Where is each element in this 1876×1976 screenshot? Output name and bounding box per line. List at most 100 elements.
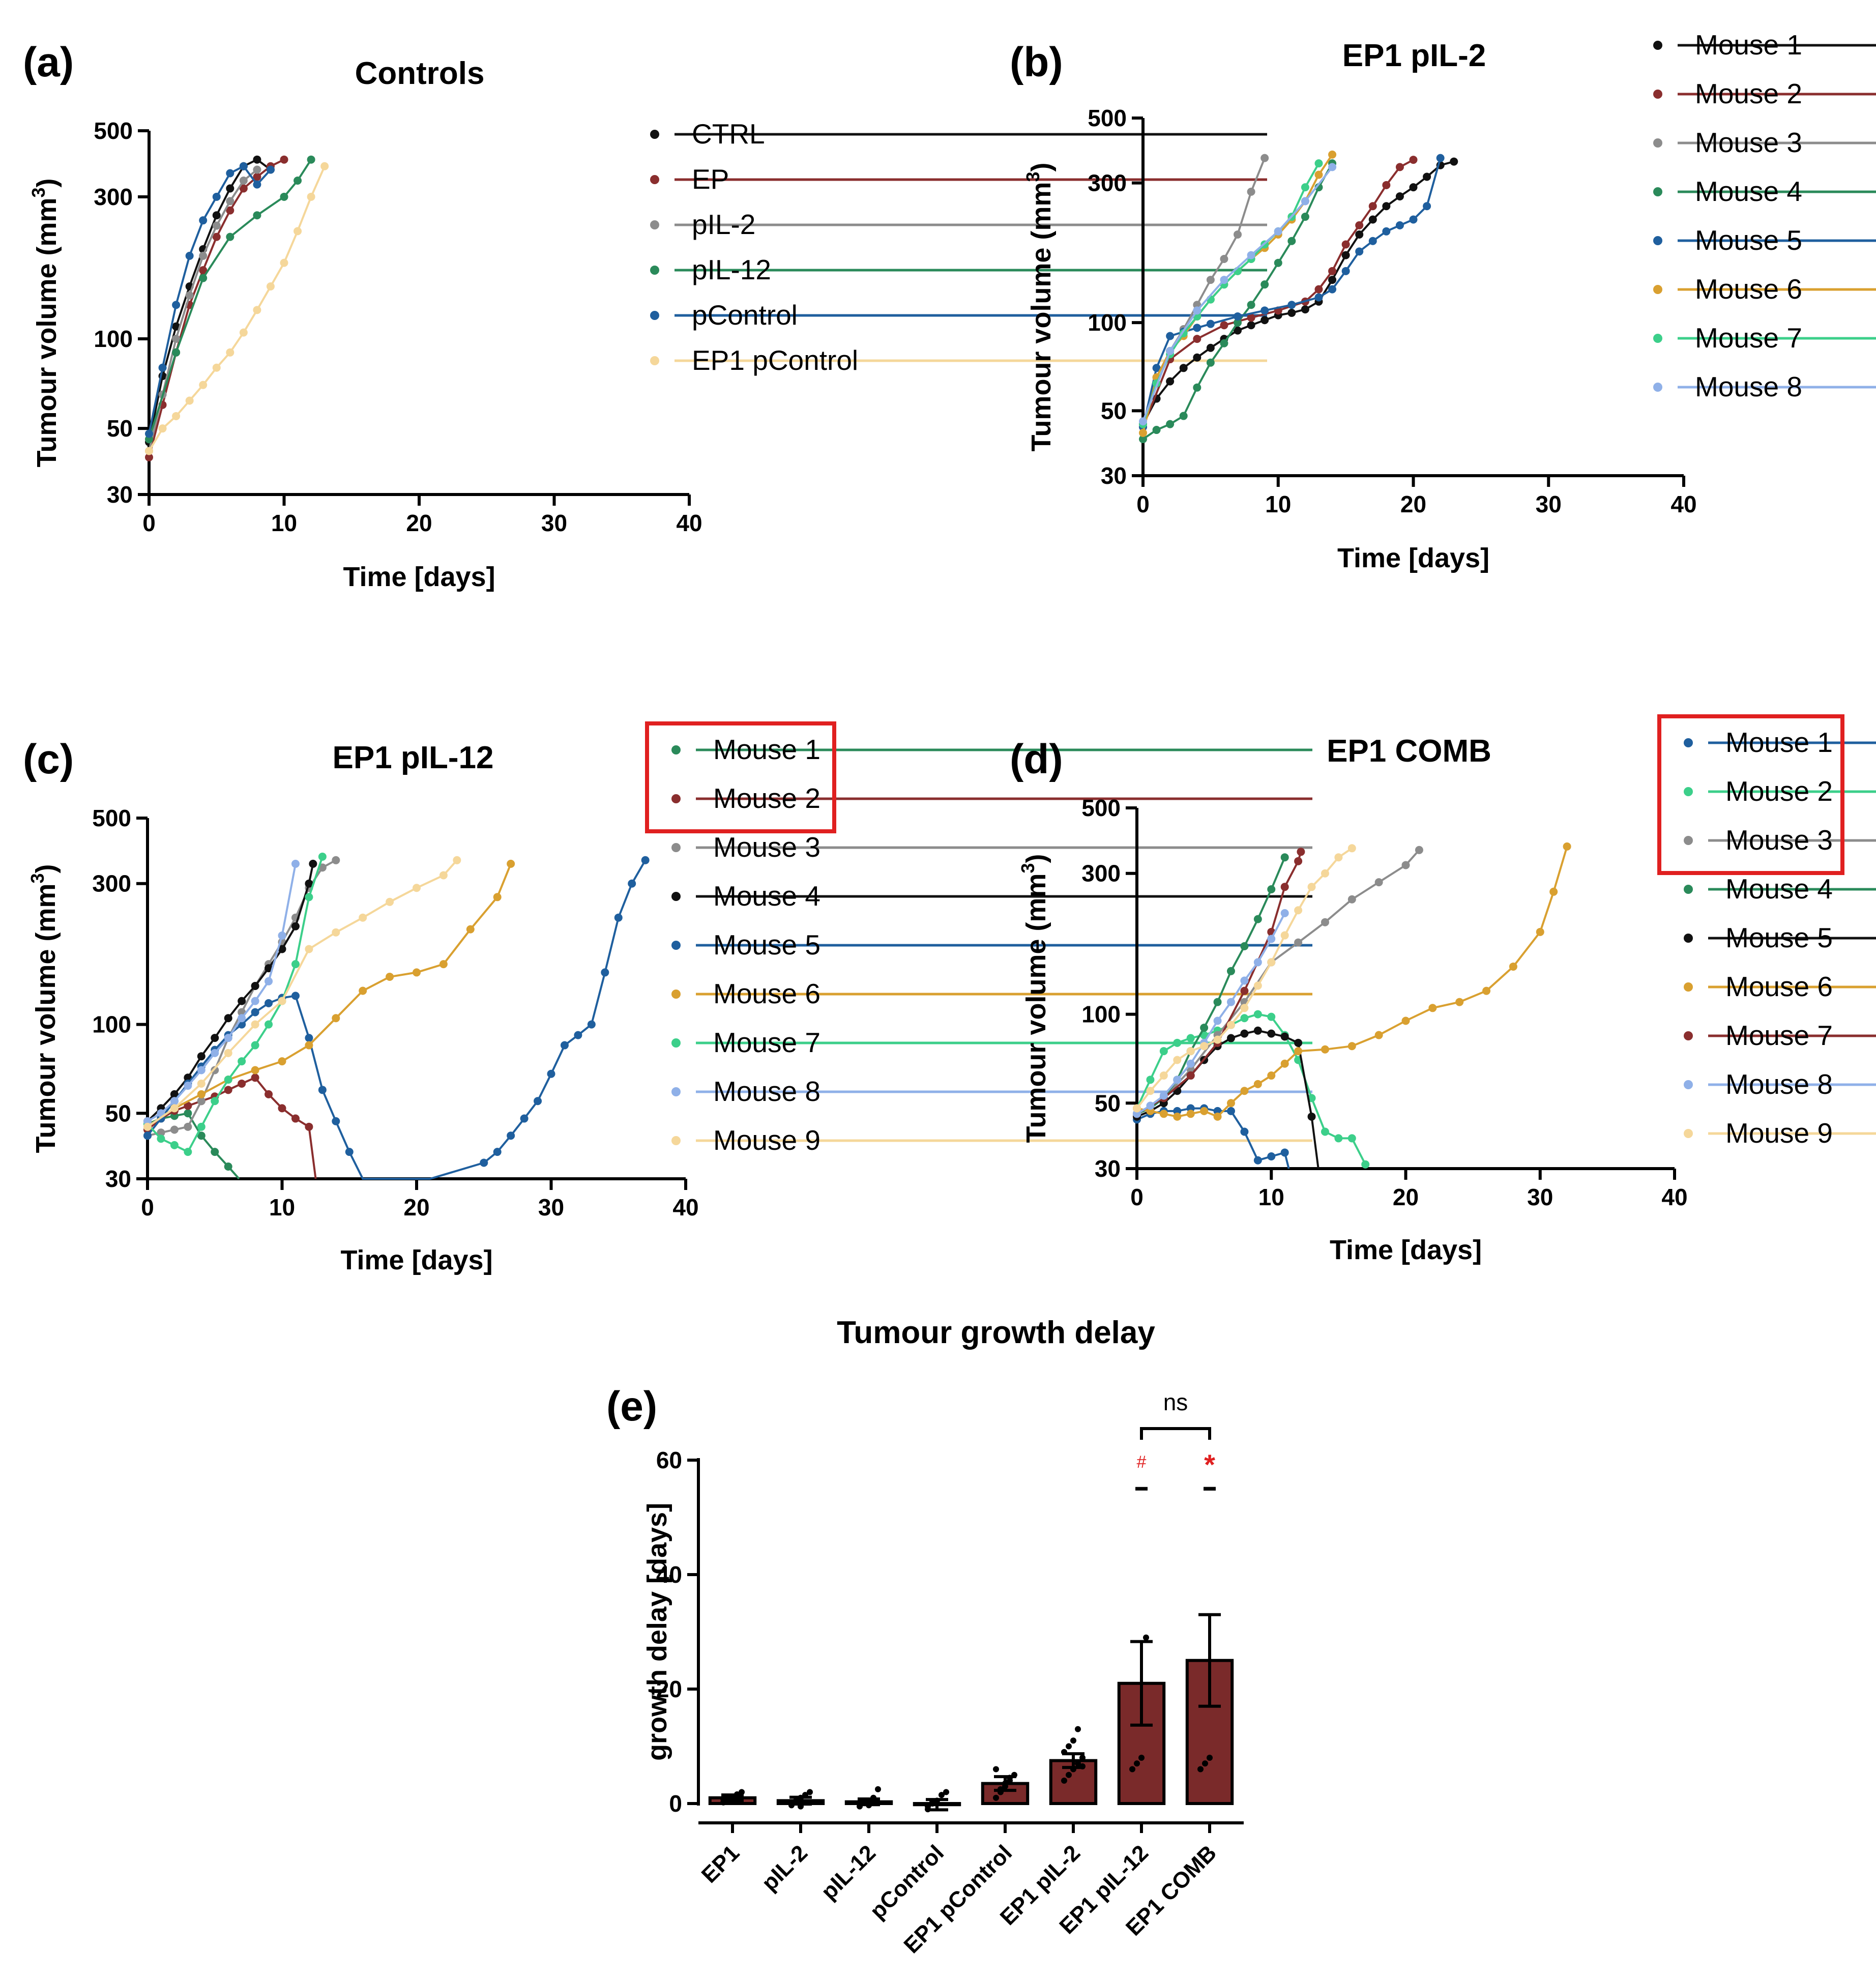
data-point [1247,313,1255,322]
data-point [1455,998,1464,1006]
data-point [1146,1087,1155,1095]
significance-symbol-star: * [1204,1448,1215,1480]
y-tick-label: 100 [94,326,133,352]
data-point [1159,1091,1168,1100]
data-point [239,162,248,170]
data-point [1240,976,1249,985]
data-point [226,169,234,178]
x-tick-label: 20 [1400,491,1426,517]
data-point [1234,312,1242,321]
data-point [359,913,367,922]
series-pil-2 [145,165,261,455]
data-point [1280,1032,1289,1041]
legend-item: Mouse 9 [671,1124,1312,1156]
legend-label: Mouse 5 [1725,922,1833,953]
data-point [1197,1766,1204,1772]
data-point [520,1114,529,1123]
data-point [1253,915,1262,923]
data-point [1423,202,1431,211]
data-point [998,1786,1004,1792]
data-point [466,925,475,934]
data-point [307,155,315,164]
series-line [146,859,647,1180]
x-axis-label: Time [days] [340,1245,492,1275]
data-point [1321,869,1329,878]
legend-swatch-dot [671,1038,681,1048]
data-point [1247,321,1255,330]
series-line [148,168,258,451]
data-point [305,945,313,953]
data-point [251,997,259,1005]
data-point [253,180,261,189]
data-point [1287,301,1296,309]
chart-title: EP1 pIL-12 [333,740,494,775]
significance-symbol-hash: # [1137,1452,1147,1472]
data-point [184,1109,192,1118]
data-point [1240,986,1249,995]
data-point [1294,857,1303,865]
data-point [453,856,461,864]
data-point [1267,935,1276,943]
data-point [318,852,327,861]
data-point [939,1792,945,1798]
data-point [332,1014,340,1023]
data-point [305,893,313,902]
legend-label: Mouse 1 [1725,727,1833,758]
data-point [1186,1047,1195,1056]
legend-swatch-dot [1653,90,1662,99]
x-tick-label: 10 [1265,491,1291,517]
data-point [413,884,421,892]
category-label: pIL-2 [757,1840,812,1896]
panel-label: (b) [1010,39,1063,85]
legend-label: Mouse 8 [713,1076,820,1107]
legend-swatch-dot [1684,1080,1693,1089]
legend-label: Mouse 2 [1725,775,1833,807]
data-point [1382,181,1391,189]
x-tick-label: 30 [1536,491,1562,517]
data-point [1287,308,1296,317]
data-point [1423,172,1431,181]
data-point [720,1796,726,1802]
y-tick-label: 300 [94,184,133,210]
data-point [197,1052,206,1061]
series-mouse-1 [1139,157,1458,428]
legend-swatch-dot [671,892,681,901]
series-line [148,158,285,458]
legend-item: pIL-12 [650,254,1267,285]
series-mouse-6 [1133,842,1571,1121]
data-point [1347,895,1356,904]
data-point [226,206,234,215]
data-point [238,1080,246,1088]
data-point [1401,1016,1410,1025]
legend-item: Mouse 5 [1684,922,1876,953]
panel-label: (a) [23,39,74,85]
legend-item: Mouse 3 [671,831,1312,863]
data-point [158,424,167,433]
data-point [1401,861,1410,869]
data-point [866,1802,872,1809]
data-point [1079,1755,1086,1761]
data-point [305,1122,313,1131]
data-point [1280,931,1289,940]
data-point [507,1131,515,1140]
data-point [1314,159,1323,168]
data-point [802,1792,808,1798]
data-point [1274,227,1282,236]
data-point [1436,154,1445,162]
data-point [172,301,181,309]
legend-label: Mouse 3 [1695,127,1802,158]
data-point [628,879,636,888]
data-point [211,1049,219,1057]
data-point [172,322,181,331]
data-point [251,1020,259,1029]
y-tick-label: 30 [105,1166,131,1192]
legend-item: Mouse 2 [1684,775,1876,807]
legend-item: Mouse 2 [1653,78,1876,109]
data-point [239,177,248,185]
data-point [1193,306,1201,315]
data-point [1280,1148,1289,1157]
data-point [1179,364,1188,372]
data-point [1321,1045,1329,1054]
data-point [294,227,302,236]
data-point [145,429,153,438]
